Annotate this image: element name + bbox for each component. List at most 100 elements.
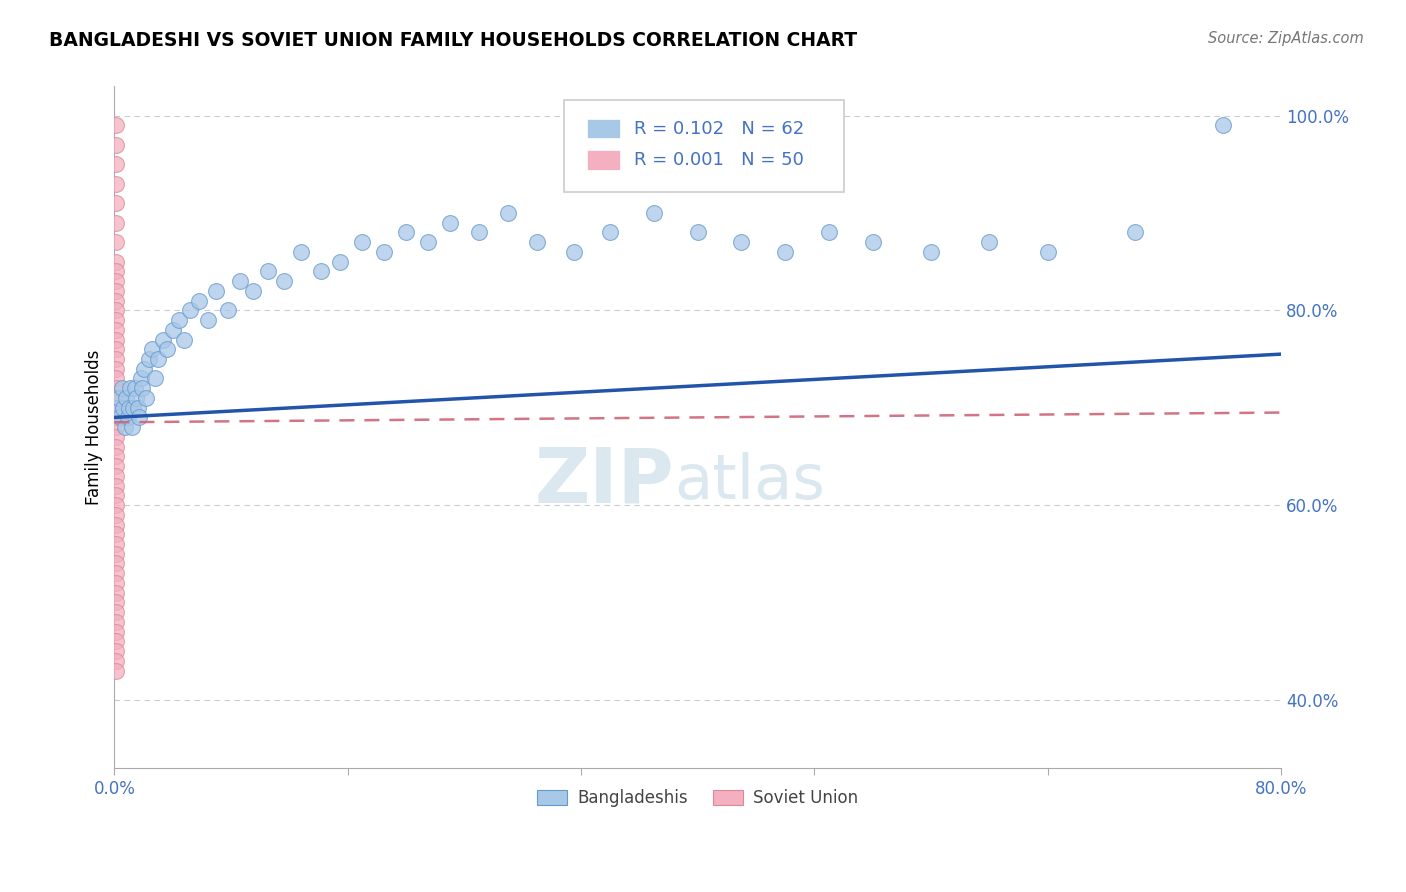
Point (104, 177, 127, 191)
Point (329, 254, 352, 268)
Point (104, 508, 127, 522)
Point (141, 343, 163, 357)
Point (104, 566, 127, 581)
Point (118, 401, 141, 415)
Legend: Bangladeshis, Soviet Union: Bangladeshis, Soviet Union (530, 783, 865, 814)
Point (439, 216, 461, 230)
Point (104, 313, 127, 327)
Point (599, 226, 621, 240)
Bar (586, 119, 620, 138)
Point (205, 284, 228, 298)
Point (290, 244, 312, 259)
Y-axis label: Family Households: Family Households (86, 350, 103, 505)
Point (104, 118, 127, 132)
Point (132, 361, 155, 376)
Point (526, 235, 548, 249)
Point (124, 381, 146, 395)
Point (104, 440, 127, 454)
Point (129, 371, 152, 385)
Point (104, 498, 127, 512)
Point (135, 391, 157, 405)
Point (104, 478, 127, 492)
FancyBboxPatch shape (564, 100, 844, 192)
Point (104, 605, 127, 619)
Point (562, 244, 585, 259)
Point (104, 401, 127, 415)
Point (104, 371, 127, 385)
Point (104, 343, 127, 357)
Point (104, 293, 127, 308)
Point (104, 527, 127, 541)
Point (104, 254, 127, 268)
Point (125, 391, 148, 405)
Point (862, 235, 884, 249)
Point (104, 361, 127, 376)
Point (104, 274, 127, 288)
Point (104, 333, 127, 347)
Point (104, 157, 127, 171)
Point (128, 410, 150, 425)
Point (104, 644, 127, 658)
Point (104, 547, 127, 561)
Point (104, 664, 127, 678)
Point (152, 333, 174, 347)
Point (104, 381, 127, 395)
Point (143, 371, 166, 385)
Point (104, 634, 127, 648)
Point (104, 585, 127, 599)
Point (156, 343, 179, 357)
Point (104, 557, 127, 571)
Text: ZIP: ZIP (534, 445, 675, 518)
Point (104, 450, 127, 464)
Point (104, 235, 127, 249)
Point (104, 624, 127, 639)
Point (1123, 226, 1146, 240)
Point (104, 430, 127, 444)
Point (352, 235, 374, 249)
Point (121, 420, 143, 434)
Text: R = 0.102   N = 62: R = 0.102 N = 62 (634, 120, 804, 137)
Point (273, 274, 295, 288)
Point (115, 391, 138, 405)
Point (104, 459, 127, 474)
Point (104, 196, 127, 211)
Point (104, 468, 127, 483)
Point (179, 303, 201, 318)
Point (104, 216, 127, 230)
Text: Source: ZipAtlas.com: Source: ZipAtlas.com (1208, 31, 1364, 46)
Point (104, 537, 127, 551)
Point (167, 313, 190, 327)
Point (105, 401, 128, 415)
Point (373, 244, 395, 259)
Point (146, 351, 169, 366)
Point (104, 351, 127, 366)
Point (496, 206, 519, 220)
Point (1036, 244, 1059, 259)
Point (395, 226, 418, 240)
Point (773, 244, 796, 259)
Point (256, 264, 278, 278)
Point (188, 293, 211, 308)
Point (979, 235, 1001, 249)
Point (107, 391, 129, 405)
Text: BANGLADESHI VS SOVIET UNION FAMILY HOUSEHOLDS CORRELATION CHART: BANGLADESHI VS SOVIET UNION FAMILY HOUSE… (49, 31, 858, 50)
Point (242, 284, 264, 298)
Point (468, 226, 491, 240)
Point (104, 323, 127, 337)
Point (104, 264, 127, 278)
Point (311, 264, 333, 278)
Point (112, 401, 135, 415)
Point (104, 391, 127, 405)
Point (104, 410, 127, 425)
Point (111, 381, 134, 395)
Point (114, 420, 136, 434)
Point (1212, 118, 1234, 132)
Point (162, 323, 184, 337)
Point (117, 410, 139, 425)
Point (131, 381, 153, 395)
Point (120, 381, 142, 395)
Text: atlas: atlas (675, 451, 825, 512)
Point (920, 244, 942, 259)
Point (104, 576, 127, 591)
Point (197, 313, 219, 327)
